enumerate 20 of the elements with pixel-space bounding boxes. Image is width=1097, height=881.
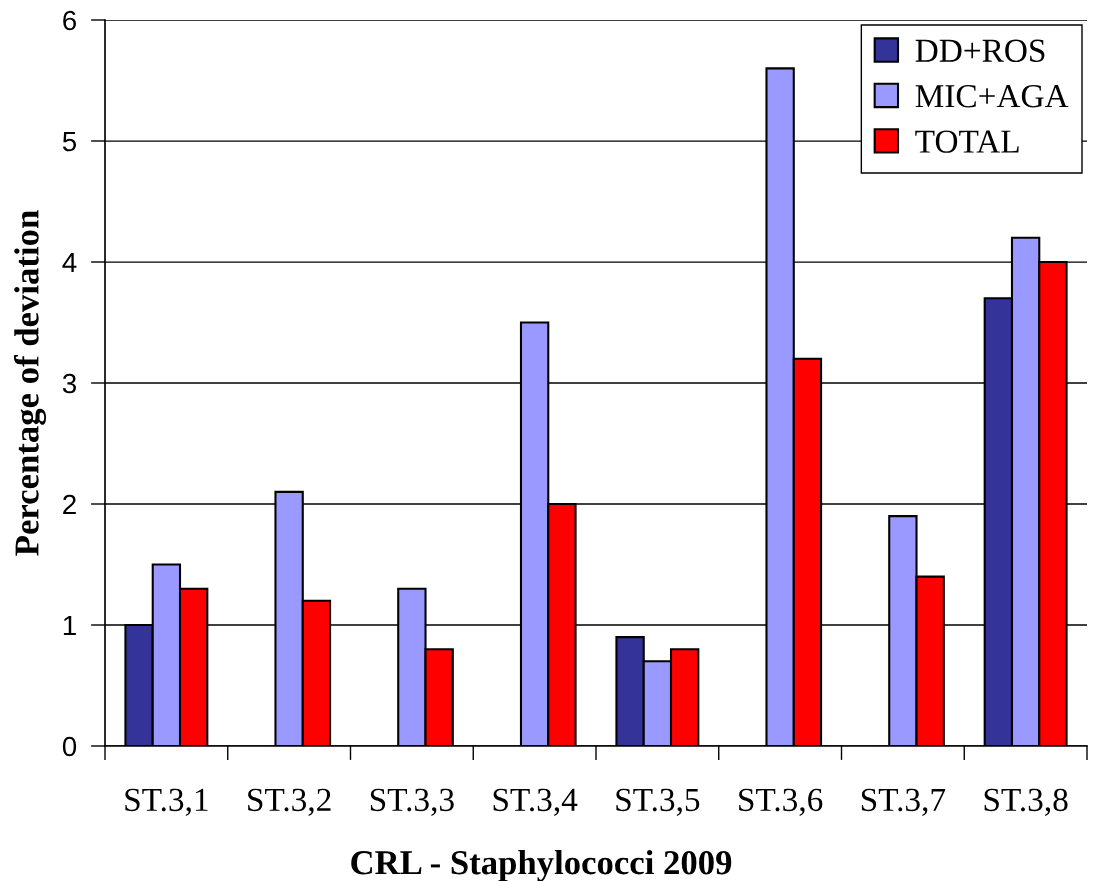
x-tick-label: ST.3,4 [493, 788, 578, 816]
x-tick-label: ST.3,6 [739, 788, 823, 816]
y-tick-label: 2 [63, 494, 76, 515]
y-axis-title: Percentage of deviation [13, 210, 47, 556]
y-tick-label: 5 [62, 131, 77, 152]
x-tick-label: ST.3,3 [370, 788, 454, 816]
legend-label: MIC+AGA [915, 85, 1069, 108]
y-tick-label: 1 [63, 615, 76, 636]
y-tick-label: 4 [62, 252, 77, 273]
y-tick-label: 6 [63, 10, 76, 31]
y-tick-label: 0 [62, 736, 77, 757]
x-tick-label: ST.3,1 [125, 788, 208, 816]
x-tick-label: ST.3,7 [861, 788, 946, 816]
x-axis-title: CRL - Staphylococci 2009 [351, 850, 732, 881]
x-tick-label: ST.3,8 [984, 788, 1068, 816]
legend-label: DD+ROS [915, 39, 1045, 62]
y-tick-label: 3 [62, 373, 76, 394]
legend-label: TOTAL [915, 130, 1019, 153]
x-tick-label: ST.3,5 [616, 788, 700, 816]
x-tick-label: ST.3,2 [248, 788, 331, 816]
